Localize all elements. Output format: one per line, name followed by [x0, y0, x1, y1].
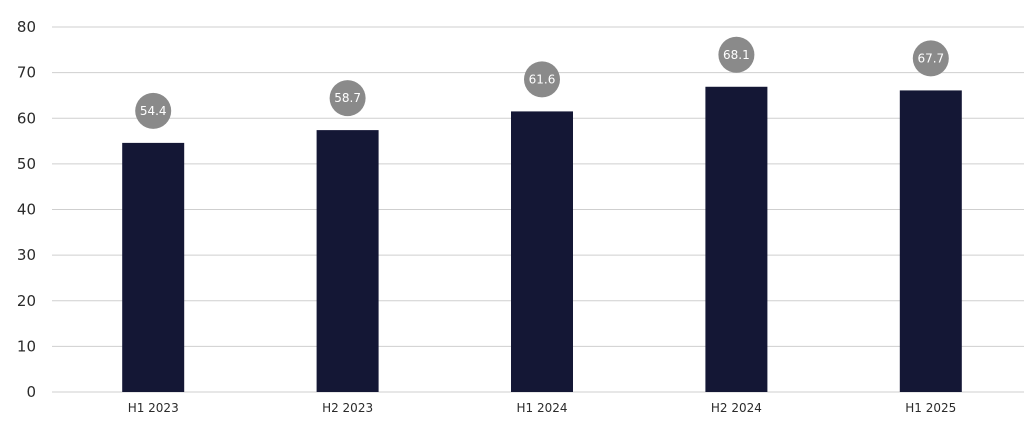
y-tick-label: 40 [17, 201, 36, 219]
bars [122, 86, 962, 393]
bar [316, 130, 379, 393]
bar [899, 90, 962, 392]
data-label: 58.7 [334, 91, 361, 105]
data-label: 67.7 [917, 51, 944, 65]
bar [122, 142, 185, 392]
x-tick-label: H2 2024 [711, 401, 762, 415]
data-label-bubble [329, 80, 366, 117]
y-tick-label: 80 [17, 18, 36, 36]
y-tick-label: 30 [17, 246, 36, 264]
x-axis: H1 2023 H2 2023 H1 2024 H2 2024 H1 2025 [128, 401, 957, 415]
data-label-bubble [718, 36, 755, 73]
data-label: 68.1 [723, 48, 750, 62]
data-label: 54.4 [140, 104, 167, 118]
y-tick-label: 50 [17, 155, 36, 173]
data-label-bubble [912, 40, 949, 77]
bar [705, 86, 768, 393]
data-label-bubble [135, 92, 172, 129]
x-tick-label: H1 2023 [128, 401, 179, 415]
y-tick-label: 60 [17, 109, 36, 127]
data-labels: 54.4 58.7 61.6 68.1 67.7 [135, 36, 949, 129]
x-tick-label: H2 2023 [322, 401, 373, 415]
x-tick-label: H1 2025 [905, 401, 956, 415]
bar [511, 111, 573, 392]
y-tick-label: 70 [17, 64, 36, 82]
data-label-bubble [524, 61, 560, 98]
y-axis: 0 10 20 30 40 50 60 70 80 [17, 18, 36, 401]
x-tick-label: H1 2024 [516, 401, 567, 415]
y-tick-label: 0 [26, 383, 36, 401]
y-tick-label: 10 [17, 337, 36, 355]
y-tick-label: 20 [17, 292, 36, 310]
data-label: 61.6 [529, 72, 556, 86]
